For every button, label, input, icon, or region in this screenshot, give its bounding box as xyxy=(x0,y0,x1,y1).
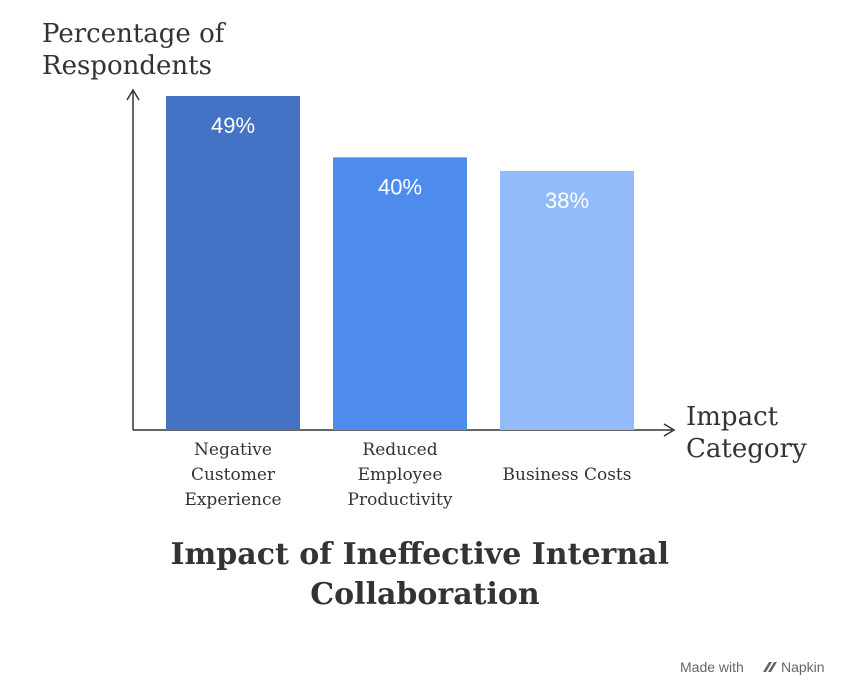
category-label: Negative Customer Experience xyxy=(184,440,281,510)
bar-2 xyxy=(333,157,467,431)
chart-title: Impact of Ineffective Internal Collabora… xyxy=(171,537,680,612)
bar-value-label: 40% xyxy=(378,174,422,199)
category-label: Reduced Employee Productivity xyxy=(348,440,453,510)
x-axis-arrow xyxy=(663,423,676,437)
bar-value-label: 38% xyxy=(545,188,589,213)
napkin-logo-icon xyxy=(763,662,777,672)
watermark: Made with Napkin xyxy=(680,659,825,675)
bar-3 xyxy=(500,170,634,430)
watermark-text: Made with xyxy=(680,659,744,675)
watermark-brand: Napkin xyxy=(781,659,825,675)
y-axis-label: Percentage of Respondents xyxy=(42,19,233,81)
bar-value-label: 49% xyxy=(211,113,255,138)
bars: 49% Negative Customer Experience 40% Reduced E… xyxy=(166,96,634,510)
bar-1 xyxy=(166,96,300,430)
y-axis-arrow xyxy=(126,88,140,101)
x-axis-label: Impact Category xyxy=(686,402,807,464)
category-label: Business Costs xyxy=(503,465,632,485)
